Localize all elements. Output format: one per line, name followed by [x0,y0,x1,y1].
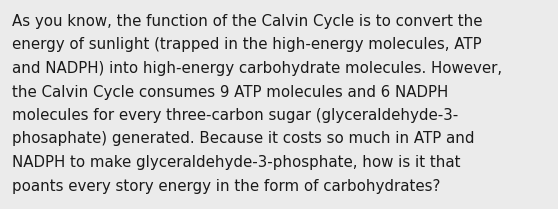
Text: the Calvin Cycle consumes 9 ATP molecules and 6 NADPH: the Calvin Cycle consumes 9 ATP molecule… [12,84,448,99]
Text: NADPH to make glyceraldehyde-3-phosphate, how is it that: NADPH to make glyceraldehyde-3-phosphate… [12,155,460,170]
Text: and NADPH) into high-energy carbohydrate molecules. However,: and NADPH) into high-energy carbohydrate… [12,61,502,76]
Text: As you know, the function of the Calvin Cycle is to convert the: As you know, the function of the Calvin … [12,14,483,29]
Text: poants every story energy in the form of carbohydrates?: poants every story energy in the form of… [12,178,440,194]
Text: energy of sunlight (trapped in the high-energy molecules, ATP: energy of sunlight (trapped in the high-… [12,37,482,52]
Text: phosaphate) generated. Because it costs so much in ATP and: phosaphate) generated. Because it costs … [12,131,474,147]
Text: molecules for every three-carbon sugar (glyceraldehyde-3-: molecules for every three-carbon sugar (… [12,108,458,123]
